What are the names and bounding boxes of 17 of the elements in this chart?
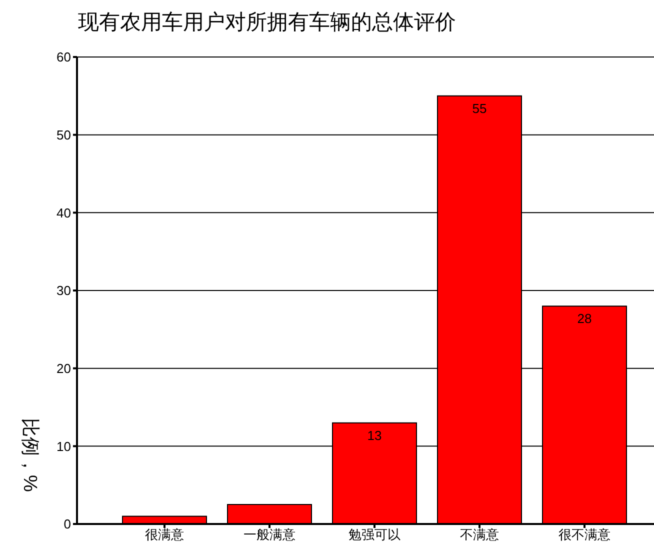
data-label: 28 — [577, 311, 592, 326]
data-label: 13 — [367, 428, 382, 443]
y-tick-label: 10 — [56, 438, 71, 454]
x-tick-label: 不满意 — [460, 527, 499, 542]
y-axis-title: 比例，% — [18, 418, 41, 492]
y-tick-label: 50 — [56, 127, 71, 142]
y-tick-label: 60 — [56, 50, 71, 65]
x-tick-label: 很满意 — [145, 527, 184, 542]
x-tick-label: 一般满意 — [244, 527, 296, 542]
y-tick-label: 20 — [56, 360, 71, 376]
y-tick-label: 40 — [56, 205, 71, 220]
chart-title: 现有农用车用户对所拥有车辆的总体评价 — [78, 10, 456, 36]
x-tick-label: 勉强可以 — [348, 527, 400, 542]
y-tick-label: 0 — [64, 516, 71, 532]
data-label: 55 — [472, 100, 487, 116]
y-tick-label: 30 — [56, 283, 71, 298]
x-tick-label: 很不满意 — [558, 527, 610, 542]
